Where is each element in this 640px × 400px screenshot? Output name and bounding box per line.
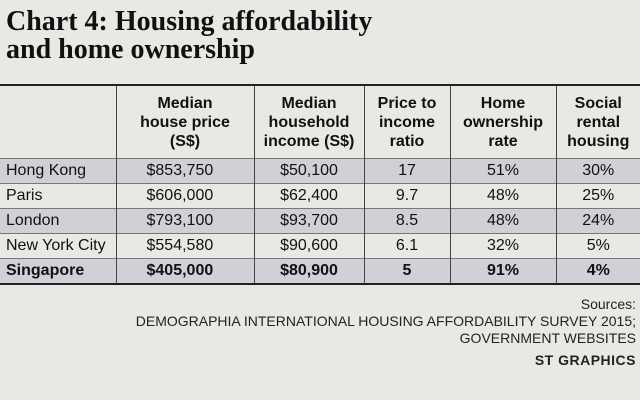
header-social-rental-housing: Social rental housing [555,86,640,159]
cell-ownership-rate: 48% [449,183,556,209]
cell-house-price: $554,580 [115,233,254,259]
cell-social-rental: 4% [555,258,640,285]
header-row: Median house price (S$) Median household… [0,86,640,159]
header-price-to-income-ratio-line: ratio [389,132,425,150]
table-row-highlight: Singapore $405,000 $80,900 5 91% 4% [0,258,640,285]
cell-house-price: $853,750 [115,158,254,184]
credit-label: ST GRAPHICS [534,352,636,368]
cell-price-income-ratio: 8.5 [363,208,450,234]
header-price-to-income-ratio-line: Price to [377,94,437,112]
header-median-household-income-line: household [268,113,350,131]
cell-ownership-rate: 48% [449,208,556,234]
chart-title: Chart 4: Housing affordability and home … [6,8,626,64]
cell-household-income: $80,900 [253,258,364,285]
cell-city: New York City [0,233,116,259]
cell-house-price: $606,000 [115,183,254,209]
header-home-ownership-rate-line: Home [480,94,526,112]
header-price-to-income-ratio-line: income [378,113,435,131]
sources-note: Sources: DEMOGRAPHIA INTERNATIONAL HOUSI… [16,296,636,347]
cell-price-income-ratio: 5 [363,258,450,285]
header-median-household-income-line: income (S$) [263,132,355,150]
cell-house-price: $405,000 [115,258,254,285]
header-median-house-price-line: (S$) [169,132,201,150]
cell-household-income: $62,400 [253,183,364,209]
cell-price-income-ratio: 9.7 [363,183,450,209]
header-median-house-price-line: Median [157,94,213,112]
header-median-house-price: Median house price (S$) [115,86,254,159]
header-price-to-income-ratio: Price to income ratio [363,86,450,159]
header-median-house-price-line: house price [140,113,230,131]
cell-ownership-rate: 32% [449,233,556,259]
cell-social-rental: 5% [555,233,640,259]
table-row: New York City $554,580 $90,600 6.1 32% 5… [0,233,640,259]
header-city [0,86,116,159]
cell-ownership-rate: 51% [449,158,556,184]
cell-social-rental: 25% [555,183,640,209]
header-social-rental-housing-line: rental [576,113,621,131]
cell-household-income: $90,600 [253,233,364,259]
cell-city: Singapore [0,258,116,285]
sources-label: Sources: [580,296,636,312]
header-home-ownership-rate-line: ownership [462,113,543,131]
chart-title-line-1: Chart 4: Housing affordability [6,6,373,37]
cell-price-income-ratio: 6.1 [363,233,450,259]
cell-city: Paris [0,183,116,209]
header-median-household-income-line: Median [281,94,337,112]
cell-ownership-rate: 91% [449,258,556,285]
sources-line: GOVERNMENT WEBSITES [459,330,636,346]
cell-social-rental: 24% [555,208,640,234]
header-median-household-income: Median household income (S$) [253,86,364,159]
header-home-ownership-rate: Home ownership rate [449,86,556,159]
table-row: London $793,100 $93,700 8.5 48% 24% [0,208,640,234]
cell-city: London [0,208,116,234]
table-row: Paris $606,000 $62,400 9.7 48% 25% [0,183,640,209]
cell-price-income-ratio: 17 [363,158,450,184]
table-row: Hong Kong $853,750 $50,100 17 51% 30% [0,158,640,184]
data-table: Median house price (S$) Median household… [0,86,640,285]
cell-household-income: $50,100 [253,158,364,184]
sources-line: DEMOGRAPHIA INTERNATIONAL HOUSING AFFORD… [135,313,636,329]
header-home-ownership-rate-line: rate [488,132,518,150]
header-social-rental-housing-line: Social [574,94,622,112]
cell-household-income: $93,700 [253,208,364,234]
header-social-rental-housing-line: housing [567,132,630,150]
chart-title-line-2: and home ownership [6,34,255,65]
cell-city: Hong Kong [0,158,116,184]
cell-house-price: $793,100 [115,208,254,234]
cell-social-rental: 30% [555,158,640,184]
top-rule [0,84,640,86]
